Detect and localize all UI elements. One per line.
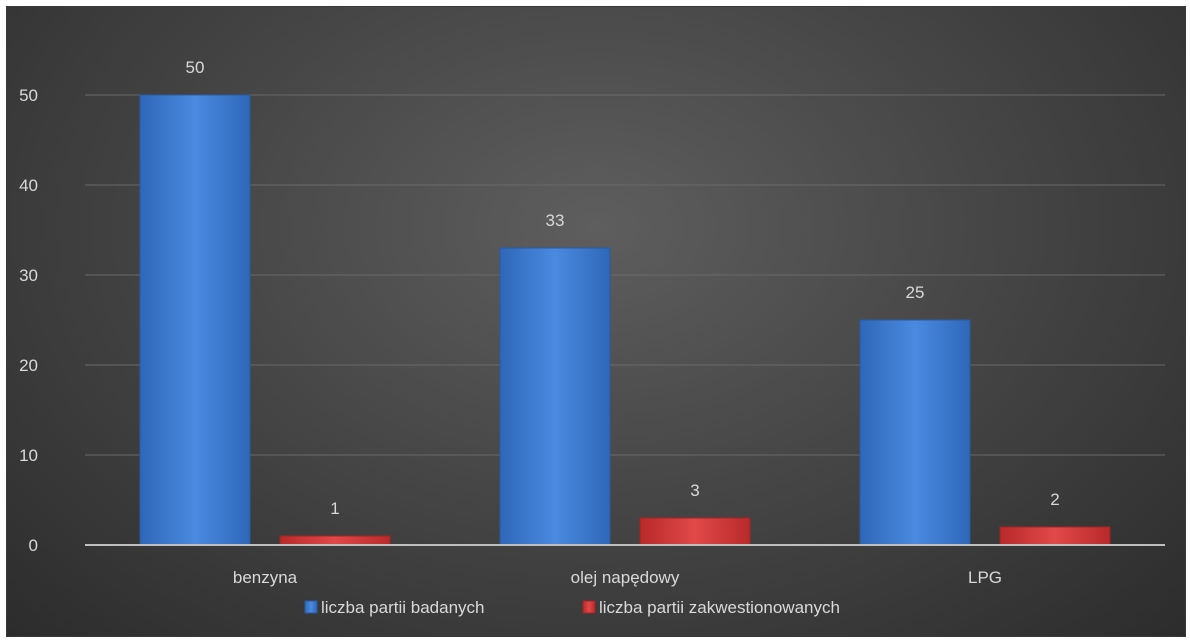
bar-zakwestionowanych-0 (279, 535, 391, 546)
data-label: 1 (330, 499, 339, 518)
data-label: 3 (690, 481, 699, 500)
data-label: 50 (186, 58, 205, 77)
bar-badanych-2 (859, 319, 971, 546)
y-axis: 0 10 20 30 40 50 (19, 86, 38, 555)
x-category-label: olej napędowy (571, 568, 680, 587)
bar-badanych-0 (139, 94, 251, 546)
y-tick-label: 40 (19, 176, 38, 195)
y-tick-label: 0 (29, 536, 38, 555)
y-tick-label: 20 (19, 356, 38, 375)
y-tick-label: 50 (19, 86, 38, 105)
bar-badanych-1 (499, 247, 611, 546)
data-label: 25 (906, 283, 925, 302)
legend-swatch (582, 600, 596, 614)
y-tick-label: 10 (19, 446, 38, 465)
legend: liczba partii badanych liczba partii zakw… (304, 598, 840, 617)
x-category-label: benzyna (233, 568, 298, 587)
legend-label: liczba partii zakwestionowanych (599, 598, 840, 617)
y-tick-label: 30 (19, 266, 38, 285)
legend-swatch (304, 600, 318, 614)
legend-label: liczba partii badanych (321, 598, 484, 617)
bar-zakwestionowanych-1 (639, 517, 751, 546)
x-axis: benzyna olej napędowy LPG (85, 544, 1165, 587)
bar-zakwestionowanych-2 (999, 526, 1111, 546)
x-category-label: LPG (968, 568, 1002, 587)
data-label: 33 (546, 211, 565, 230)
gridlines (85, 94, 1165, 456)
data-label: 2 (1050, 490, 1059, 509)
